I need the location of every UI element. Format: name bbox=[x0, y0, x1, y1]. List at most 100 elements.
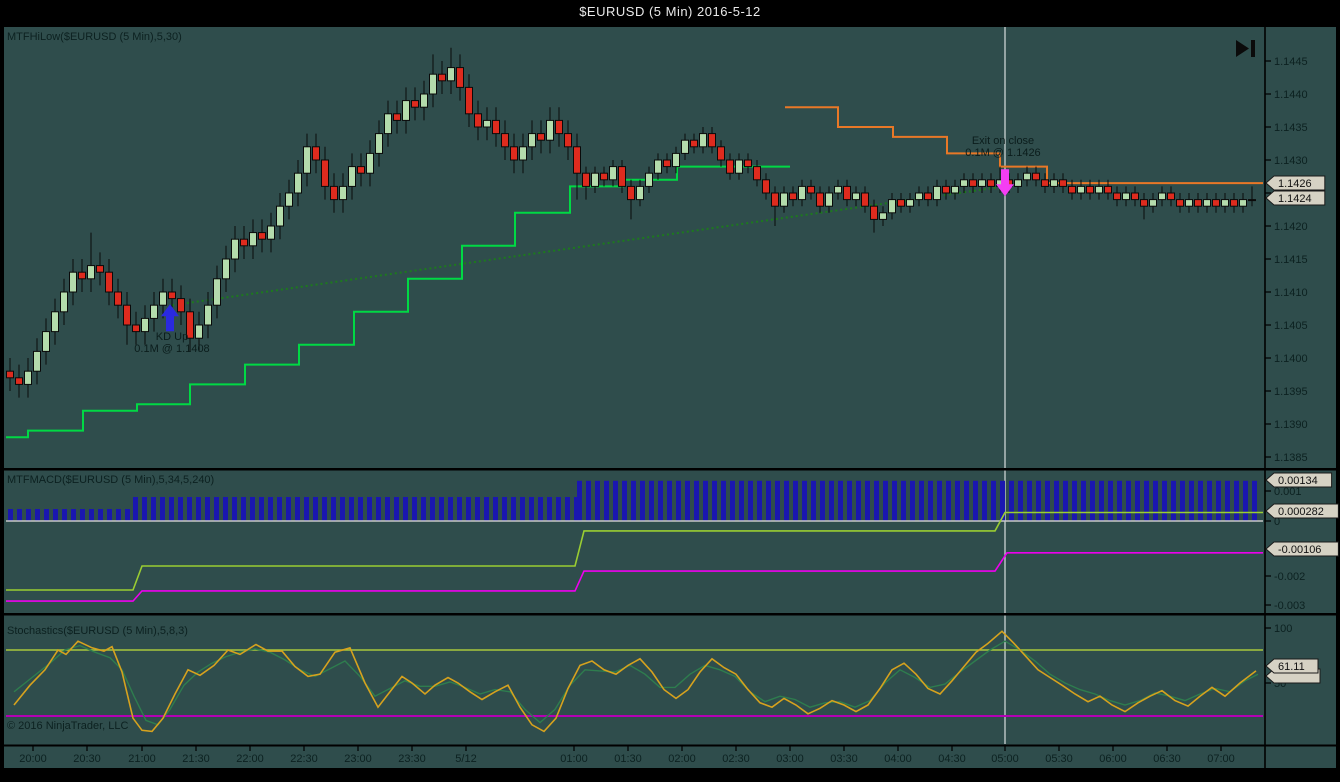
macd-bar bbox=[721, 480, 726, 521]
macd-bar bbox=[1171, 480, 1176, 521]
value-box-label: 1.1424 bbox=[1278, 193, 1312, 205]
macd-bar bbox=[421, 497, 426, 521]
candle-down bbox=[1167, 192, 1175, 201]
candle-up bbox=[429, 73, 437, 95]
candle-up bbox=[1050, 179, 1058, 187]
macd-bar bbox=[901, 480, 906, 521]
macd-bar bbox=[730, 480, 735, 521]
axis-tick-label: -0.002 bbox=[1274, 571, 1305, 583]
time-tick-label: 5/12 bbox=[455, 753, 476, 765]
macd-bar bbox=[1234, 480, 1239, 521]
candle-up bbox=[636, 185, 644, 201]
macd-bar bbox=[964, 480, 969, 521]
candle-up bbox=[528, 133, 536, 148]
value-box bbox=[1265, 503, 1339, 519]
candle-up bbox=[609, 166, 617, 181]
macd-bar bbox=[775, 480, 780, 521]
time-tick-label: 06:30 bbox=[1153, 753, 1181, 765]
macd-bar bbox=[1180, 480, 1185, 521]
macd-bar bbox=[241, 497, 246, 521]
macd-bar bbox=[232, 497, 237, 521]
time-tick-label: 05:30 bbox=[1045, 753, 1073, 765]
candle-down bbox=[1176, 199, 1184, 207]
candle-down bbox=[258, 232, 266, 240]
macd-bar bbox=[205, 497, 210, 521]
value-box-label: 0.00134 bbox=[1278, 475, 1318, 487]
candle-down bbox=[177, 298, 185, 313]
candle-down bbox=[510, 146, 518, 161]
macd-bar bbox=[295, 497, 300, 521]
candle-down bbox=[1131, 192, 1139, 201]
candle-up bbox=[51, 311, 59, 333]
exit-annotation-line2: 0.1M @ 1.1426 bbox=[965, 147, 1041, 159]
candle-down bbox=[456, 67, 464, 88]
candle-up bbox=[780, 192, 788, 207]
macd-bar bbox=[991, 480, 996, 521]
macd-bar bbox=[457, 497, 462, 521]
macd-bar bbox=[1063, 480, 1068, 521]
macd-bar bbox=[178, 497, 183, 521]
candle-down bbox=[114, 291, 122, 306]
candle-up bbox=[1248, 199, 1256, 202]
candle-up bbox=[978, 179, 986, 187]
macd-bar bbox=[142, 497, 147, 521]
macd-bar bbox=[89, 509, 94, 521]
candle-down bbox=[1113, 192, 1121, 201]
macd-bar bbox=[125, 509, 130, 521]
macd-bar bbox=[547, 497, 552, 521]
value-box-label: 0.000282 bbox=[1278, 506, 1324, 518]
macd-bar bbox=[196, 497, 201, 521]
candle-up bbox=[681, 139, 689, 154]
macd-bar bbox=[658, 480, 663, 521]
candle-up bbox=[915, 192, 923, 201]
macd-bar bbox=[412, 497, 417, 521]
macd-bar bbox=[667, 480, 672, 521]
candle-down bbox=[573, 146, 581, 174]
macd-bar bbox=[313, 497, 318, 521]
candle-down bbox=[78, 271, 86, 280]
hilow-upper-step-line bbox=[785, 106, 1263, 185]
candle-up bbox=[249, 232, 257, 247]
candle-up bbox=[888, 199, 896, 214]
macd-bar bbox=[1081, 480, 1086, 521]
macd-bar bbox=[430, 497, 435, 521]
macd-bar bbox=[268, 497, 273, 521]
time-tick-label: 02:00 bbox=[668, 753, 696, 765]
macd-bar bbox=[784, 480, 789, 521]
macd-bar bbox=[538, 497, 543, 521]
exit-annotation: Exit on close 0.1M @ 1.1426 bbox=[918, 135, 1088, 159]
macd-bar bbox=[1144, 480, 1149, 521]
macd-bar bbox=[1108, 480, 1113, 521]
macd-bar bbox=[169, 497, 174, 521]
candle-up bbox=[699, 133, 707, 148]
time-tick-label: 03:00 bbox=[776, 753, 804, 765]
macd-bar bbox=[466, 497, 471, 521]
macd-bar bbox=[1243, 480, 1248, 521]
macd-bar bbox=[1000, 480, 1005, 521]
macd-bar bbox=[703, 480, 708, 521]
macd-bar bbox=[1054, 480, 1059, 521]
time-tick-label: 23:30 bbox=[398, 753, 426, 765]
candle-up bbox=[1095, 185, 1103, 194]
time-tick-label: 01:00 bbox=[560, 753, 588, 765]
candle-up bbox=[1203, 199, 1211, 207]
skip-to-end-icon[interactable] bbox=[1236, 40, 1255, 57]
macd-bar bbox=[586, 480, 591, 521]
macd-bar bbox=[214, 497, 219, 521]
candle-up bbox=[348, 166, 356, 187]
candle-down bbox=[600, 172, 608, 181]
macd-bar bbox=[367, 497, 372, 521]
macd-bar bbox=[640, 480, 645, 521]
macd-bar bbox=[1018, 480, 1023, 521]
candle-down bbox=[762, 179, 770, 194]
time-tick-label: 02:30 bbox=[722, 753, 750, 765]
candlestick-series bbox=[6, 47, 1256, 398]
macd-bar bbox=[595, 480, 600, 521]
macd-bar bbox=[577, 480, 582, 521]
macd-bar bbox=[286, 497, 291, 521]
macd-bar bbox=[1162, 480, 1167, 521]
time-tick-label: 04:00 bbox=[884, 753, 912, 765]
macd-bar bbox=[676, 480, 681, 521]
